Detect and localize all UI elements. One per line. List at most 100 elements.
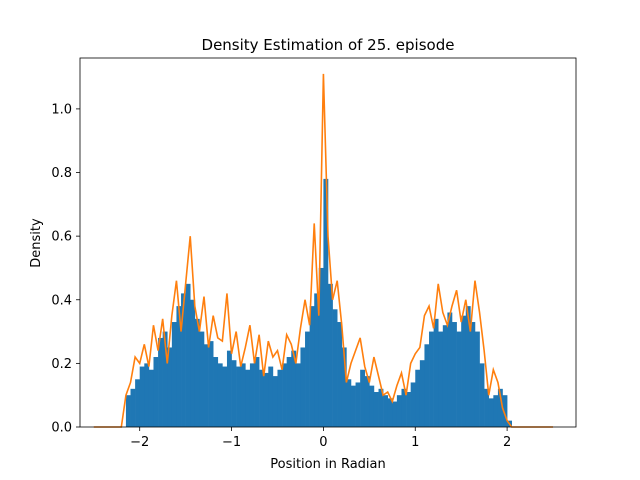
histogram-bar [286, 357, 292, 427]
histogram-bar [263, 372, 269, 427]
histogram-bar [410, 382, 416, 427]
histogram-bar [318, 267, 324, 427]
histogram-bar [383, 395, 389, 427]
histogram-bar [360, 369, 366, 427]
histogram-bar [364, 376, 370, 427]
histogram-bar [162, 331, 168, 427]
histogram-bar [226, 350, 232, 427]
histogram-bar [194, 318, 200, 427]
x-tick-label: −1 [222, 435, 241, 450]
histogram-bar [465, 306, 471, 427]
histogram-bar [433, 318, 439, 427]
histogram-bar [328, 283, 333, 427]
histogram-bar [181, 293, 186, 427]
histogram-bar [130, 388, 136, 427]
histogram-bar [438, 331, 444, 427]
histogram-bar [323, 178, 329, 427]
x-tick-label: 1 [411, 435, 419, 450]
histogram-bar [470, 322, 476, 427]
x-axis-ticks: −2 −1 0 1 2 [130, 427, 511, 450]
histogram-bar [245, 369, 251, 427]
histogram-bar [295, 363, 301, 427]
histogram-bar [135, 379, 141, 427]
histogram-bar [406, 392, 411, 427]
histogram-bar [139, 366, 145, 427]
histogram-bar [144, 363, 150, 427]
histogram-bar [461, 315, 467, 427]
histogram-bar [429, 331, 434, 427]
x-tick-label: 0 [319, 435, 327, 450]
histogram-bar [158, 337, 163, 427]
histogram-bar [378, 388, 384, 427]
histogram-bar [236, 366, 242, 427]
histogram-bar [484, 388, 490, 427]
histogram-bar [217, 363, 223, 427]
histogram-bar [305, 331, 310, 427]
histogram-bar [387, 398, 393, 427]
histogram-bar [355, 382, 361, 427]
histogram-bar [185, 283, 191, 427]
x-axis-label: Position in Radian [270, 457, 386, 472]
histogram-bar [392, 401, 398, 427]
histogram-bar [125, 395, 131, 427]
histogram-bar [488, 398, 494, 427]
histogram-bar [167, 347, 173, 427]
histogram-bar [176, 306, 182, 427]
histogram-bar [240, 363, 246, 427]
histogram-bar [190, 299, 196, 427]
histogram-bar [199, 331, 205, 427]
histogram-bar [401, 388, 407, 427]
histogram-bar [493, 395, 499, 427]
histogram-bar [332, 309, 338, 427]
y-axis-label: Density [29, 218, 44, 268]
histogram-bar [424, 344, 430, 427]
histogram-bar [213, 357, 219, 427]
histogram-bar [254, 357, 260, 427]
histogram-bar [277, 369, 283, 427]
histogram-bar [314, 293, 320, 427]
histogram-bar [272, 376, 278, 427]
histogram-bar [259, 369, 265, 427]
histogram-bar [249, 363, 255, 427]
histogram-bar [171, 322, 177, 427]
histogram-bar [346, 379, 352, 427]
y-tick-label: 0.0 [51, 421, 72, 436]
histogram-bar [153, 357, 159, 427]
histogram-bar [148, 369, 154, 427]
histogram-bar [350, 385, 356, 427]
histogram-bar [268, 366, 274, 427]
histogram-bar [456, 331, 462, 427]
axes-frame [79, 57, 577, 428]
histogram-bar [300, 347, 306, 427]
y-tick-label: 0.4 [51, 293, 72, 308]
histogram-bars [125, 178, 513, 427]
y-axis-ticks: 0.0 0.2 0.4 0.6 0.8 1.0 [51, 102, 80, 436]
histogram-bar [415, 369, 421, 427]
histogram-bar [474, 331, 480, 427]
histogram-bar [282, 363, 287, 427]
histogram-bar [442, 325, 448, 427]
histogram-bar [447, 312, 453, 427]
x-tick-label: −2 [130, 435, 149, 450]
histogram-bar [396, 395, 402, 427]
y-tick-label: 0.2 [51, 357, 72, 372]
histogram-bar [291, 350, 297, 427]
histogram-bar [341, 347, 347, 427]
plot-area [79, 57, 577, 428]
histogram-bar [502, 395, 508, 427]
histogram-bar [222, 366, 228, 427]
histogram-bar [208, 341, 214, 427]
x-tick-label: 2 [503, 435, 511, 450]
y-tick-label: 0.8 [51, 166, 72, 181]
histogram-bar [373, 392, 379, 427]
y-tick-label: 1.0 [51, 102, 72, 117]
histogram-bar [369, 385, 375, 427]
histogram-bar [452, 322, 457, 427]
chart-title: Density Estimation of 25. episode [202, 36, 455, 54]
histogram-bar [419, 360, 425, 427]
histogram-bar [309, 306, 315, 427]
histogram-bar [337, 322, 343, 427]
y-tick-label: 0.6 [51, 230, 72, 245]
histogram-bar [204, 344, 209, 427]
